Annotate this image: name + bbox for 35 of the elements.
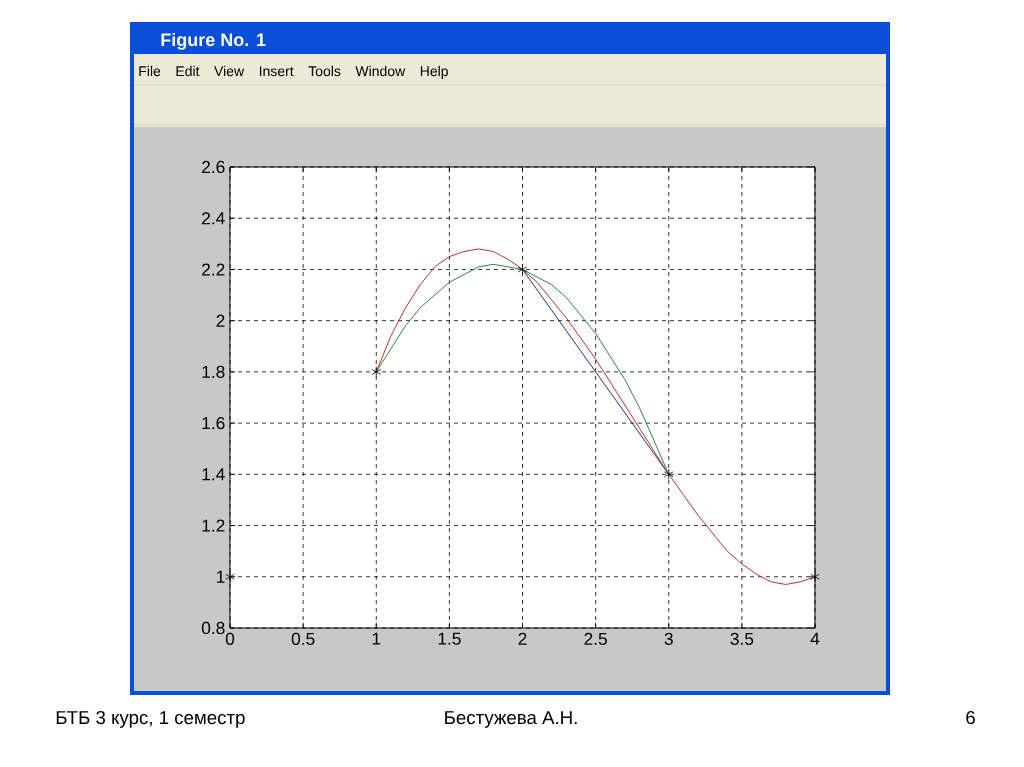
x-tick-label: 0.5 [291,632,315,645]
x-tick-label: 1 [372,632,381,645]
y-tick-label: 2.4 [202,212,225,225]
text: БТБ 3 курс, 1 семестр [56,710,245,728]
text: Window [355,65,406,77]
y-tick-label: 1 [216,570,225,583]
y-tick-label: 2.2 [202,263,225,276]
text: Tools [308,65,341,77]
y-tick-label: 1.2 [202,519,225,532]
text: View [214,65,245,77]
y-tick-label: 2 [216,314,225,327]
y-tick-label: 1.8 [202,365,225,379]
point [517,263,528,275]
y-tick-label: 2.6 [202,160,225,174]
text: Help [420,65,448,79]
text: Insert [259,66,294,77]
text: Бестужева А.Н. [445,711,577,728]
x-tick-label: 2.5 [584,632,607,645]
chart-title: Figure No. 1 [161,32,266,50]
text: File [139,65,161,77]
point [810,571,820,583]
x-tick-label: 0 [225,632,235,645]
x-tick-label: 3 [664,632,673,645]
text: 6 [966,710,975,725]
x-tick-label: 1.5 [438,632,461,645]
y-tick-label: 0.8 [201,621,225,635]
text: Edit [176,65,200,77]
y-tick-label: 1.4 [202,468,225,481]
point [663,468,674,480]
point [371,366,382,378]
x-tick-label: 2 [518,632,527,645]
x-tick-label: 4 [810,632,820,645]
x-tick-label: 3.5 [730,632,754,645]
point [225,571,235,583]
y-tick-label: 1.6 [202,416,225,430]
